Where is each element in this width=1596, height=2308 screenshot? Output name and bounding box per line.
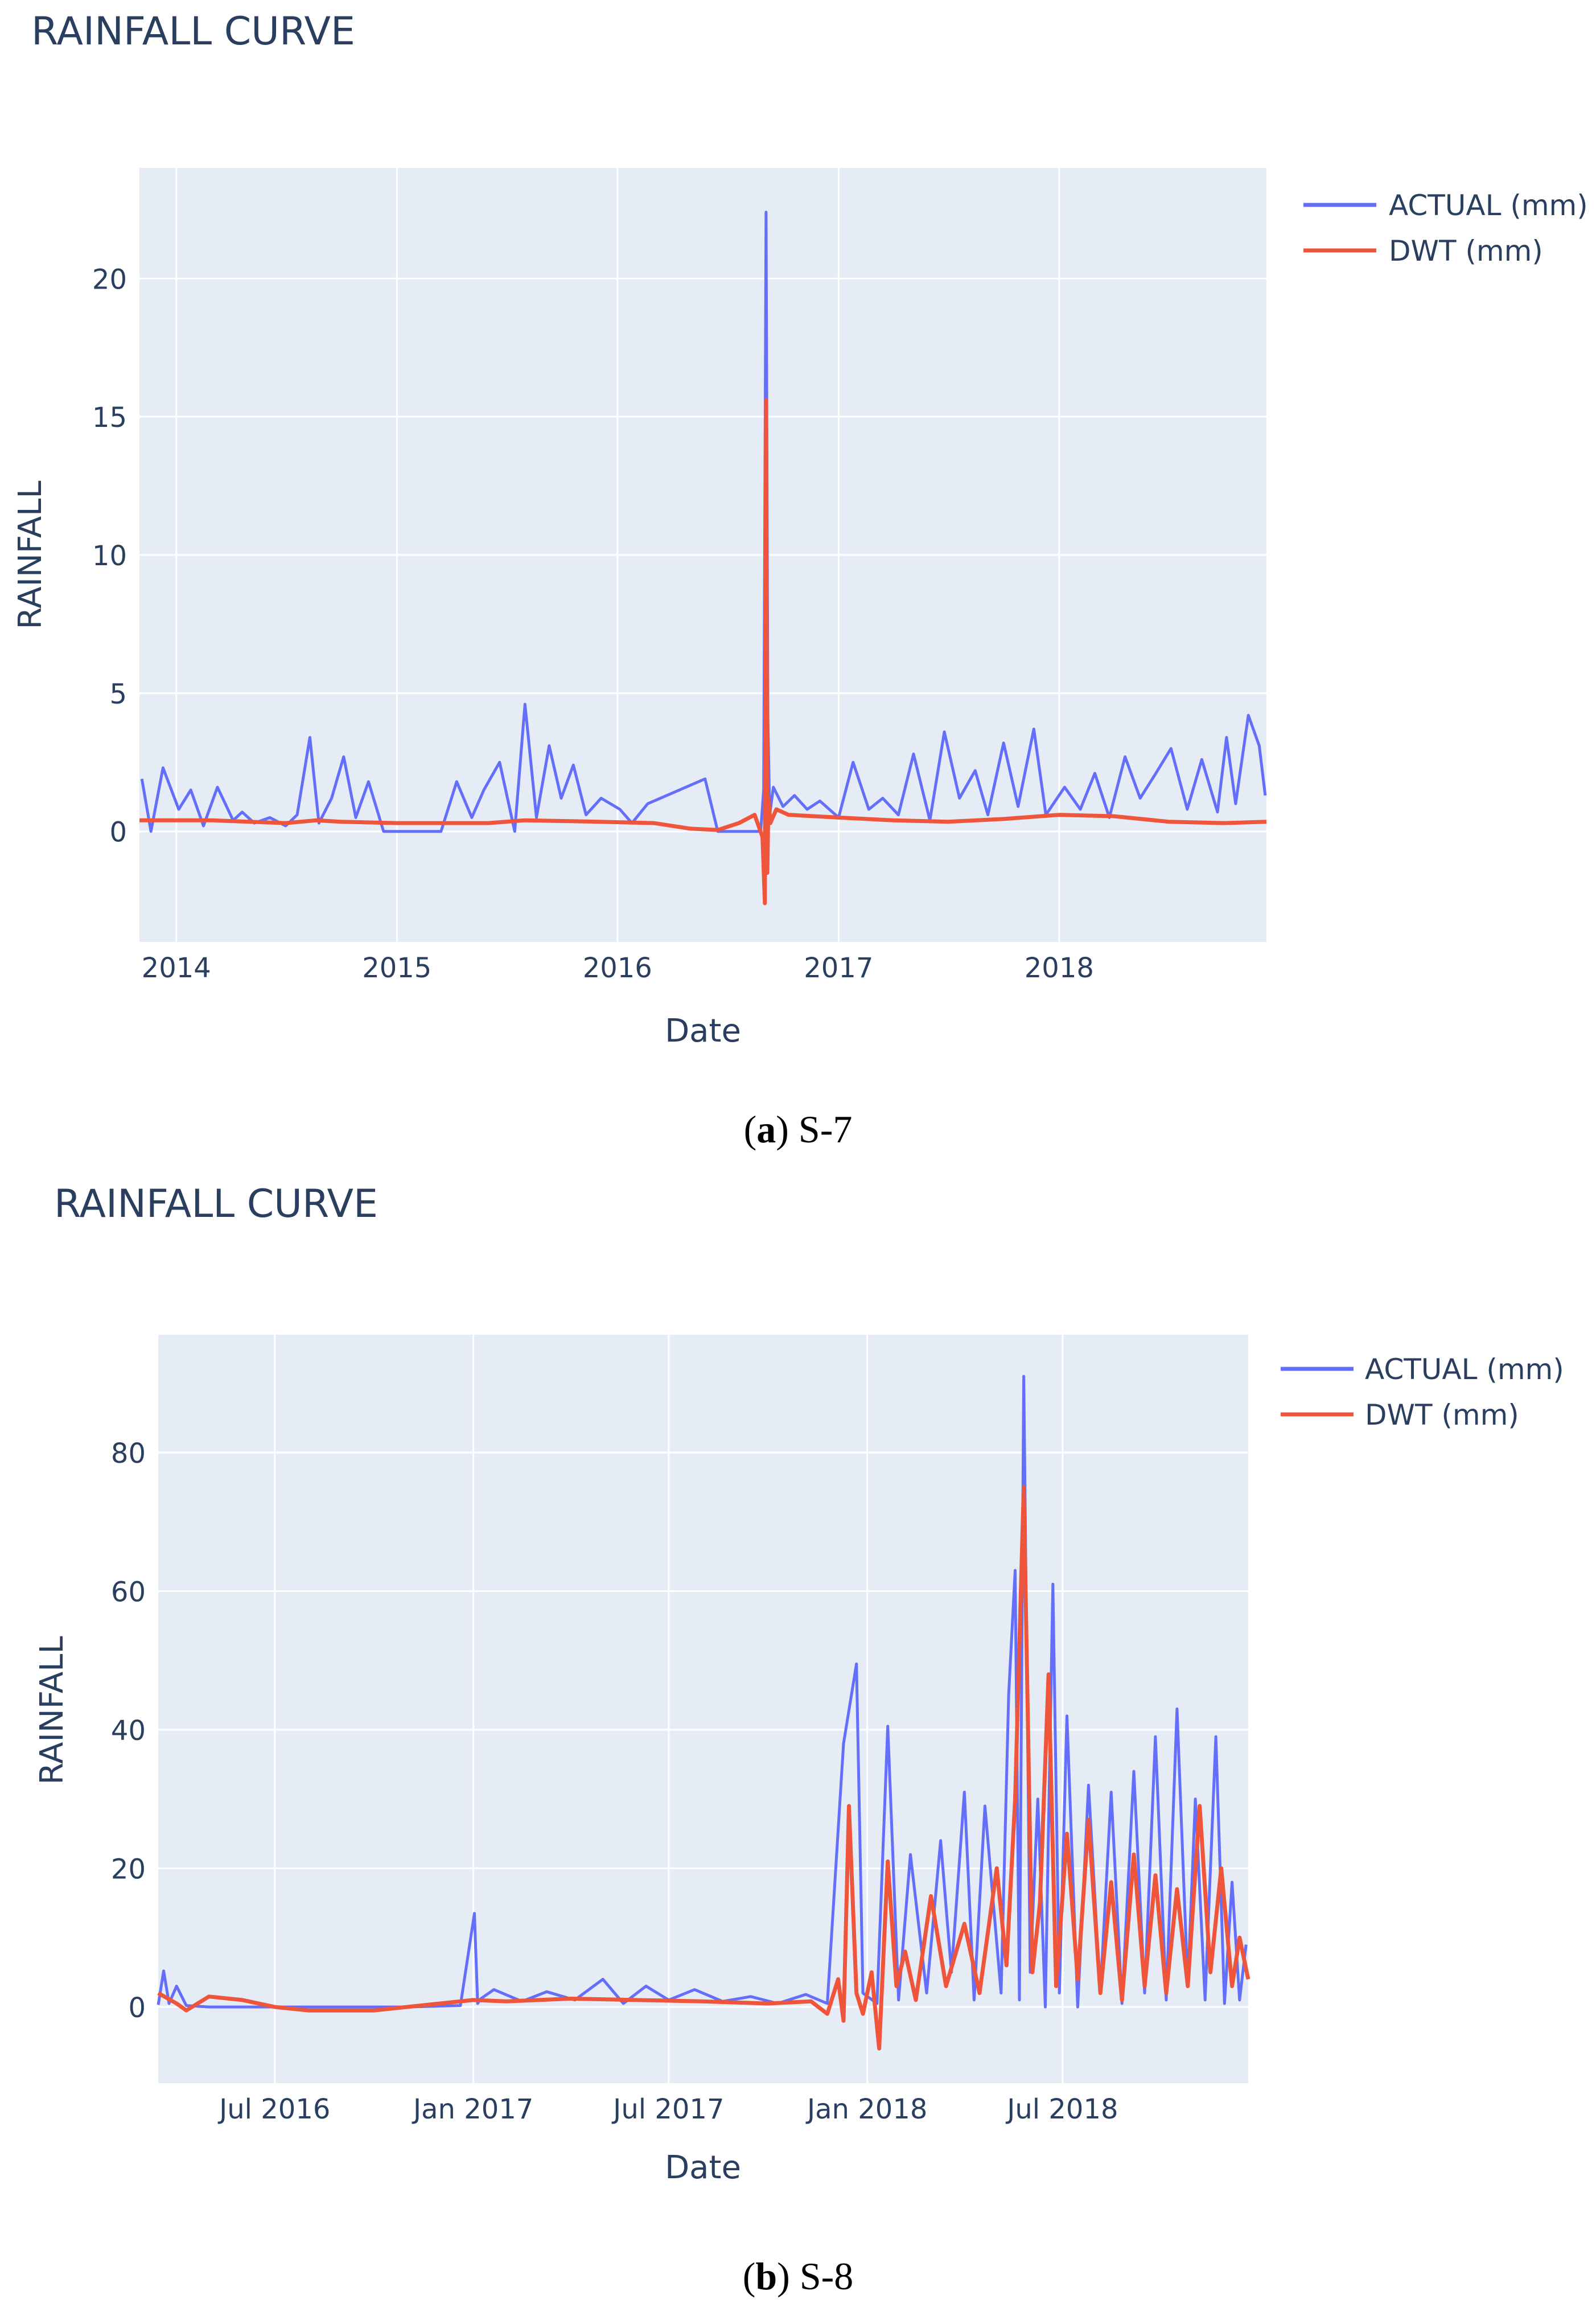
legend[interactable]: ACTUAL (mm) DWT (mm) <box>1303 189 1588 268</box>
tick-labels: 0 5 10 15 20 2014 2015 2016 2017 2018 <box>92 264 1094 984</box>
x-tick-label: 2014 <box>142 952 211 984</box>
series-dwt-line <box>157 1485 1251 2051</box>
y-tick-label: 5 <box>109 678 127 710</box>
tick-labels: 0 20 40 60 80 Jul 2016 Jan 2017 Jul 2017 Jan 201… <box>111 1438 1118 2125</box>
caption-letter: b <box>755 2254 778 2298</box>
y-tick-label: 20 <box>111 1854 146 1886</box>
legend-label-dwt: DWT (mm) <box>1389 234 1543 268</box>
y-tick-label: 80 <box>111 1438 146 1470</box>
chart-a-svg: RAINFALL CURVE 0 5 10 15 20 2014 2015 2016 2017 2… <box>12 9 1588 1050</box>
y-axis-label: RAINFALL <box>34 1636 71 1784</box>
grid-lines <box>158 1335 1248 2083</box>
legend[interactable]: ACTUAL (mm) DWT (mm) <box>1281 1353 1564 1431</box>
caption-a: (a) S-7 <box>743 1108 853 1151</box>
series-dwt-line <box>139 398 1267 906</box>
plot-background <box>158 1335 1248 2083</box>
data-series <box>139 211 1267 906</box>
y-tick-label: 0 <box>128 1992 146 2024</box>
x-tick-label: 2015 <box>362 952 431 984</box>
x-tick-label: 2017 <box>804 952 873 984</box>
legend-label-actual: ACTUAL (mm) <box>1365 1353 1564 1386</box>
chart-b: RAINFALL CURVE 0 20 40 60 80 Jul 2016 Jan 2017… <box>0 1172 1596 2254</box>
chart-title: RAINFALL CURVE <box>54 1182 378 1227</box>
y-tick-label: 0 <box>109 817 127 849</box>
legend-label-actual: ACTUAL (mm) <box>1389 189 1588 222</box>
y-tick-label: 20 <box>92 264 127 295</box>
caption-letter: a <box>756 1108 776 1151</box>
x-tick-label: Jan 2017 <box>412 2093 533 2125</box>
legend-label-dwt: DWT (mm) <box>1365 1398 1519 1431</box>
chart-title: RAINFALL CURVE <box>31 9 355 54</box>
y-tick-label: 15 <box>92 402 127 434</box>
x-tick-label: Jul 2017 <box>611 2093 724 2125</box>
x-axis-label: Date <box>665 2149 741 2186</box>
x-tick-label: Jul 2016 <box>217 2093 330 2125</box>
y-tick-label: 40 <box>111 1715 146 1747</box>
x-axis-label: Date <box>665 1013 741 1050</box>
x-tick-label: Jan 2018 <box>805 2093 927 2125</box>
y-tick-label: 10 <box>92 540 127 572</box>
chart-a: RAINFALL CURVE 0 5 10 15 20 2014 2015 2016 2017 2… <box>0 0 1596 1059</box>
x-tick-label: 2016 <box>583 952 652 984</box>
x-tick-label: Jul 2018 <box>1005 2093 1118 2125</box>
y-axis-label: RAINFALL <box>12 480 49 629</box>
y-tick-label: 60 <box>111 1577 146 1608</box>
caption-label: S-8 <box>799 2254 854 2298</box>
caption-b: (b) S-8 <box>742 2254 854 2298</box>
x-tick-label: 2018 <box>1025 952 1094 984</box>
data-series <box>157 1375 1251 2051</box>
chart-b-svg: RAINFALL CURVE 0 20 40 60 80 Jul 2016 Jan 2017… <box>34 1182 1564 2186</box>
caption-label: S-7 <box>798 1108 853 1151</box>
